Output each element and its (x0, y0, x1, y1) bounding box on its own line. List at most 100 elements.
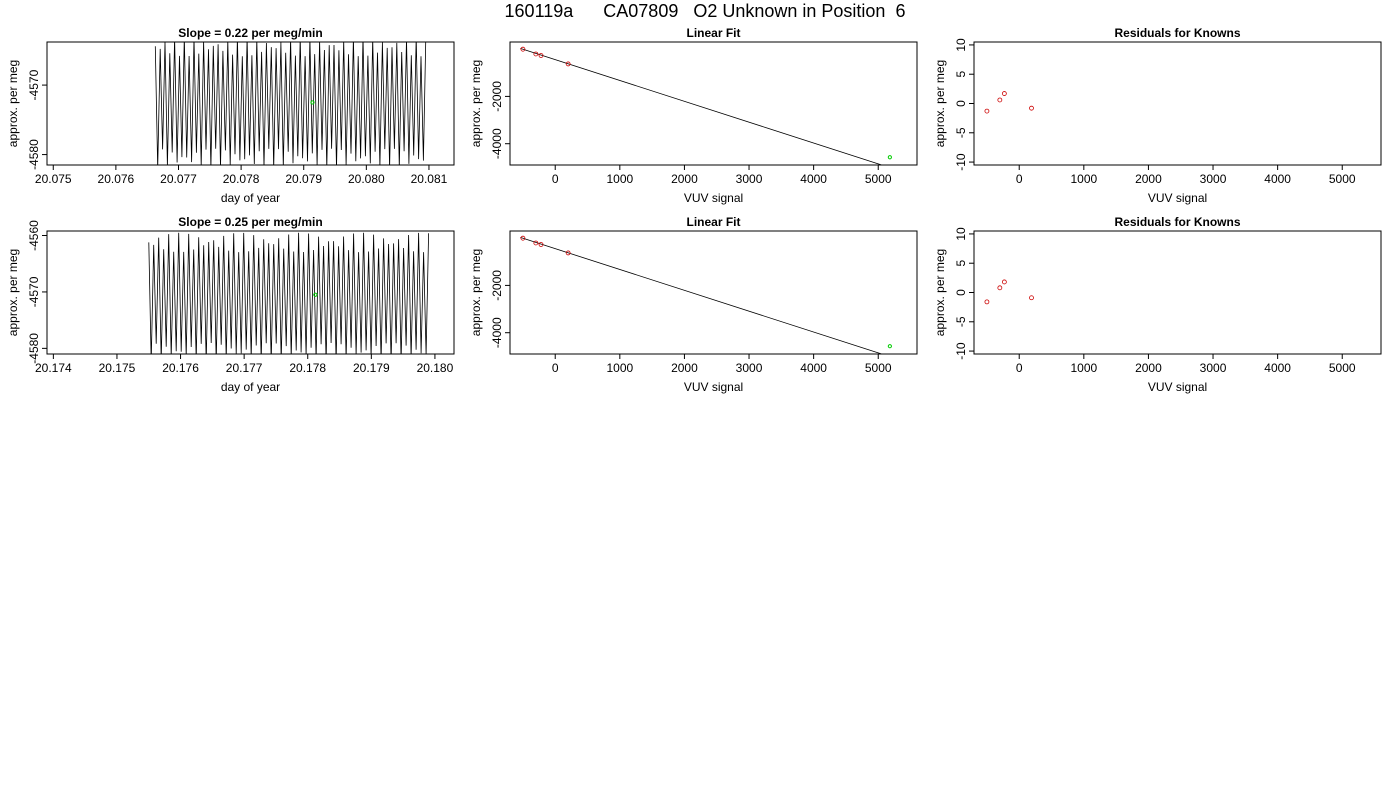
x-tick-label: 20.176 (162, 361, 199, 375)
y-tick-label: -5 (954, 316, 968, 327)
y-tick-label: 0 (954, 100, 968, 107)
page-title: 160119a CA07809 O2 Unknown in Position 6 (504, 1, 906, 21)
x-tick-label: 4000 (1264, 361, 1291, 375)
x-tick-label: 20.075 (35, 172, 72, 186)
known-point (520, 46, 526, 52)
fit-line (520, 237, 884, 354)
y-axis-label: approx. per meg (6, 249, 20, 336)
x-tick-label: 20.078 (223, 172, 260, 186)
x-tick-label: 2000 (1135, 361, 1162, 375)
y-tick-label: -4000 (490, 317, 504, 348)
x-tick-label: 5000 (1329, 172, 1356, 186)
plot-data (520, 235, 892, 354)
unknown-mean-point (310, 100, 315, 105)
x-tick-label: 20.178 (289, 361, 326, 375)
x-tick-label: 0 (552, 172, 559, 186)
time-series-line (148, 232, 429, 354)
x-tick-label: 1000 (1070, 361, 1097, 375)
chart-panel-4: Slope = 0.25 per meg/min 20.174 20.175 20.1… (6, 215, 455, 394)
chart-title: Slope = 0.22 per meg/min (178, 26, 322, 40)
y-tick-label: -5 (954, 127, 968, 138)
y-tick-label: -2000 (490, 270, 504, 301)
y-axis-label: approx. per meg (6, 60, 20, 147)
residual-point (984, 108, 990, 114)
known-point (533, 240, 539, 246)
x-tick-label: 0 (1016, 361, 1023, 375)
y-tick-label: -4570 (27, 276, 41, 307)
known-point (533, 51, 539, 57)
chart-title: Linear Fit (686, 26, 740, 40)
chart-panel-5: Linear Fit 0 1000 2000 3000 4000 5000 VUV signa… (469, 215, 918, 394)
x-tick-label: 1000 (606, 172, 633, 186)
x-axis-label: VUV signal (1148, 191, 1207, 205)
x-tick-label: 20.179 (353, 361, 390, 375)
residual-point (1001, 91, 1007, 96)
chart-title: Linear Fit (686, 215, 740, 229)
x-tick-label: 4000 (1264, 172, 1291, 186)
y-axis-label: approx. per meg (933, 60, 947, 147)
y-tick-label: -10 (954, 342, 968, 360)
y-tick-label: 10 (954, 227, 968, 241)
x-tick-label: 20.177 (226, 361, 263, 375)
unknown-mean-point (313, 292, 318, 297)
x-axis-label: day of year (221, 191, 280, 205)
chart-title: Residuals for Knowns (1114, 215, 1240, 229)
x-tick-label: 20.080 (348, 172, 385, 186)
x-axis-label: day of year (221, 380, 280, 394)
x-tick-label: 20.180 (417, 361, 454, 375)
plot-data (148, 232, 429, 354)
x-tick-label: 3000 (1200, 172, 1227, 186)
plot-frame (973, 230, 1382, 355)
chart-panel-3: Residuals for Knowns 0 1000 2000 3000 4000 500… (933, 26, 1382, 205)
known-point (565, 61, 571, 67)
plot-frame (973, 41, 1382, 166)
x-axis-label: VUV signal (684, 191, 743, 205)
x-tick-label: 0 (1016, 172, 1023, 186)
y-tick-label: -10 (954, 153, 968, 171)
chart-panel-2: Linear Fit 0 1000 2000 3000 4000 5000 VUV signa… (469, 26, 918, 205)
plot-data (984, 279, 1034, 305)
x-tick-label: 4000 (800, 172, 827, 186)
x-tick-label: 20.174 (35, 361, 72, 375)
y-tick-label: -2000 (490, 81, 504, 112)
x-tick-label: 3000 (736, 361, 763, 375)
x-tick-label: 20.081 (411, 172, 448, 186)
y-tick-label: -4570 (27, 69, 41, 100)
y-tick-label: -4560 (27, 220, 41, 251)
x-tick-label: 3000 (736, 172, 763, 186)
chart-title: Residuals for Knowns (1114, 26, 1240, 40)
x-tick-label: 20.079 (285, 172, 322, 186)
y-axis-label: approx. per meg (933, 249, 947, 336)
residual-point (1029, 295, 1034, 301)
plot-frame (509, 230, 918, 355)
fit-line (520, 48, 884, 165)
unknown-point (887, 344, 892, 349)
x-tick-label: 5000 (1329, 361, 1356, 375)
y-tick-label: 10 (954, 38, 968, 52)
residual-point (1001, 279, 1007, 285)
x-axis-label: VUV signal (684, 380, 743, 394)
x-tick-label: 3000 (1200, 361, 1227, 375)
y-axis-label: approx. per meg (469, 60, 483, 147)
plot-data (154, 42, 427, 165)
known-point (538, 53, 544, 58)
x-tick-label: 4000 (800, 361, 827, 375)
x-tick-label: 20.077 (160, 172, 197, 186)
x-tick-label: 5000 (865, 361, 892, 375)
known-point (565, 250, 571, 256)
chart-panel-1: Slope = 0.22 per meg/min 20.075 20.076 20.0… (6, 26, 455, 205)
chart-panel-6: Residuals for Knowns 0 1000 2000 3000 4000 500… (933, 215, 1382, 394)
residual-point (1029, 105, 1034, 111)
x-tick-label: 2000 (671, 172, 698, 186)
plot-data (984, 91, 1034, 114)
x-tick-label: 2000 (1135, 172, 1162, 186)
y-tick-label: -4580 (27, 333, 41, 364)
x-tick-label: 5000 (865, 172, 892, 186)
unknown-point (887, 155, 892, 160)
x-tick-label: 0 (552, 361, 559, 375)
x-tick-label: 20.175 (99, 361, 136, 375)
chart-title: Slope = 0.25 per meg/min (178, 215, 322, 229)
plot-data (520, 46, 892, 165)
y-tick-label: -4580 (27, 139, 41, 170)
